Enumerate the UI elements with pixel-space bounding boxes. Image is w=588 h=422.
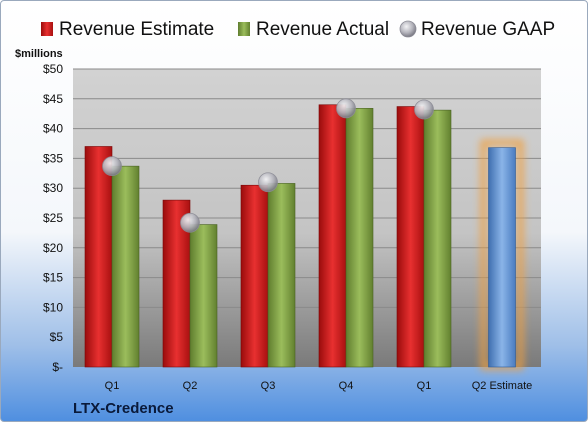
y-tick-label: $40 [43,122,63,136]
y-tick-label: $20 [43,241,63,255]
bar-revenue-estimate [240,184,269,368]
y-tick-label: $5 [50,330,64,344]
bar-revenue-actual [423,109,452,368]
x-category-label: Q1 [105,380,120,392]
gaap-point [180,212,200,233]
bar-revenue-estimate [318,104,347,368]
bar-revenue-actual [267,183,296,368]
legend-label-actual: Revenue Actual [256,19,389,40]
legend-swatch-gaap [399,20,417,38]
y-tick-label: $35 [43,151,63,165]
bar-revenue-actual [345,108,374,368]
y-unit-label: $millions [15,48,63,60]
y-tick-label: $50 [43,62,63,76]
x-category-label: Q2 [183,380,198,392]
y-tick-label: $30 [43,181,63,195]
gaap-point [414,99,434,120]
x-category-label: Q3 [261,380,276,392]
gaap-point [258,172,278,193]
y-tick-label: $25 [43,211,63,225]
x-category-label: Q2 Estimate [472,380,533,392]
legend-label-gaap: Revenue GAAP [421,19,555,40]
gaap-point [102,156,122,177]
bar-revenue-estimate [396,106,425,368]
bar-next-quarter-estimate [488,147,516,368]
bar-revenue-actual [111,165,140,368]
bar-revenue-actual [189,224,218,368]
y-tick-label: $45 [43,92,63,106]
bar-revenue-estimate [84,146,113,368]
x-category-label: Q4 [339,380,354,392]
y-tick-label: $15 [43,271,63,285]
x-category-label: Q1 [417,380,432,392]
legend-swatch-estimate [41,22,53,36]
company-name: LTX-Credence [73,400,174,417]
legend-swatch-actual [238,22,250,36]
y-tick-label: $10 [43,300,63,314]
legend-label-estimate: Revenue Estimate [59,19,214,40]
y-tick-label: $- [52,360,63,374]
gaap-point [336,98,356,119]
